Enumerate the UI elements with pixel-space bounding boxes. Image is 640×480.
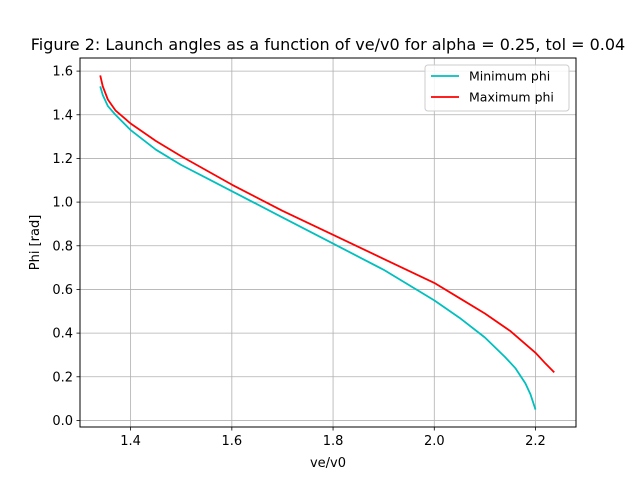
x-tick-label: 2.0 (424, 434, 445, 449)
y-tick-label: 0.6 (52, 283, 73, 298)
series-line-maximum-phi (99, 75, 555, 374)
axis-ticks: 1.4 1.6 1.8 2.0 2.2 0.0 0.2 0.4 0.6 0.8 1.0 1.2 1.4 1… (52, 65, 546, 449)
chart-title: Figure 2: Launch angles as a function of… (31, 35, 625, 54)
series-line-minimum-phi (99, 86, 537, 410)
legend-label-maximum-phi: Maximum phi (469, 90, 554, 105)
x-axis-label: ve/v0 (310, 456, 346, 471)
y-tick-label: 1.4 (52, 108, 73, 123)
y-tick-label: 0.4 (52, 327, 73, 342)
x-tick-label: 2.2 (525, 434, 546, 449)
y-tick-label: 0.2 (52, 370, 73, 385)
y-tick-label: 0.0 (52, 414, 73, 429)
legend: Minimum phi Maximum phi (424, 64, 570, 112)
y-axis-label: Phi [rad] (28, 215, 43, 271)
x-tick-label: 1.6 (221, 434, 242, 449)
y-tick-label: 1.6 (52, 65, 73, 80)
x-tick-label: 1.4 (120, 434, 141, 449)
y-tick-label: 0.8 (52, 239, 73, 254)
y-tick-label: 1.0 (52, 196, 73, 211)
legend-box (424, 64, 570, 112)
plot-border (79, 57, 577, 428)
series-layer (99, 75, 555, 410)
y-tick-label: 1.2 (52, 152, 73, 167)
plot-area (80, 58, 576, 427)
legend-label-minimum-phi: Minimum phi (469, 69, 550, 84)
x-tick-label: 1.8 (323, 434, 344, 449)
grid (80, 58, 576, 427)
